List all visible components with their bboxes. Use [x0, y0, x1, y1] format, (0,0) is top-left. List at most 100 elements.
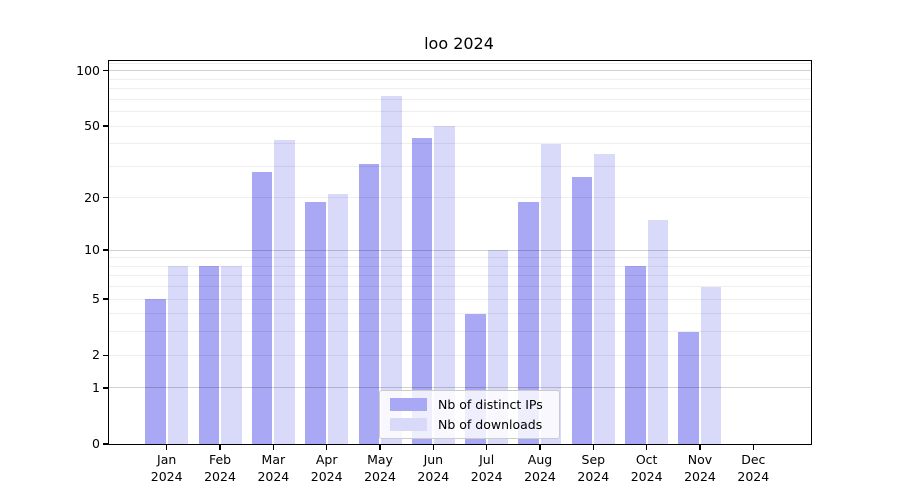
- x-tick-feb: [219, 445, 221, 450]
- x-tick-year: 2024: [364, 468, 396, 484]
- x-tick-month: Sep: [581, 452, 606, 467]
- y-tick-label-5: 5: [92, 291, 100, 307]
- bar-nov-downloads: [700, 286, 722, 444]
- x-tick-mar: [272, 445, 274, 450]
- bar-oct-downloads: [647, 219, 669, 444]
- x-tick-year: 2024: [150, 468, 183, 484]
- x-tick-month: Mar: [261, 452, 286, 467]
- y-tick-label-0: 0: [92, 436, 100, 451]
- y-tick-0: [103, 443, 108, 445]
- x-tick-label-feb: Feb 2024: [188, 452, 252, 485]
- y-tick-label-100: 100: [76, 62, 100, 78]
- y-tick-50: [103, 125, 108, 127]
- gridline-minor-80: [109, 88, 811, 90]
- y-tick-label-1: 1: [92, 379, 100, 395]
- bar-feb-distinct-ips: [198, 266, 220, 444]
- chart-title: loo 2024: [424, 34, 494, 53]
- y-tick-1: [103, 387, 108, 389]
- x-tick-year: 2024: [417, 468, 450, 484]
- bar-oct-distinct-ips: [625, 266, 646, 444]
- y-tick-label-50: 50: [84, 118, 100, 134]
- x-tick-label-jan: Jan 2024: [135, 452, 199, 485]
- legend-swatch-distinct-ips: [390, 398, 427, 411]
- y-tick-label-20: 20: [84, 189, 100, 205]
- x-tick-label-dec: Dec 2024: [721, 452, 785, 485]
- x-tick-label-apr: Apr 2024: [295, 452, 359, 485]
- gridline-minor-70: [109, 98, 811, 100]
- legend: Nb of distinct IPs Nb of downloads: [379, 390, 560, 439]
- bar-apr-downloads: [327, 194, 349, 444]
- gridline-minor-3: [109, 331, 811, 333]
- x-tick-month: Nov: [687, 452, 713, 467]
- gridline-minor-8: [109, 265, 811, 267]
- bar-aug-distinct-ips: [518, 201, 539, 444]
- x-tick-jul: [486, 445, 488, 450]
- bar-aug-downloads: [540, 143, 562, 444]
- bar-sep-downloads: [594, 154, 615, 444]
- x-tick-aug: [539, 445, 541, 450]
- x-tick-oct: [645, 445, 648, 450]
- x-tick-label-mar: Mar 2024: [241, 452, 305, 485]
- legend-swatch-downloads: [390, 418, 427, 431]
- y-tick-100: [103, 70, 108, 72]
- bar-feb-downloads: [221, 266, 242, 444]
- y-tick-label-10: 10: [84, 242, 100, 258]
- x-tick-year: 2024: [204, 468, 236, 484]
- legend-label-downloads: Nb of downloads: [438, 417, 543, 432]
- x-tick-label-may: May 2024: [348, 452, 412, 485]
- x-tick-jun: [432, 445, 434, 450]
- gridline-minor-50: [109, 125, 811, 127]
- bar-jan-downloads: [167, 266, 189, 444]
- bar-may-distinct-ips: [358, 163, 379, 444]
- legend-item-distinct-ips: Nb of distinct IPs: [390, 398, 549, 411]
- x-tick-month: Aug: [527, 452, 553, 467]
- legend-item-downloads: Nb of downloads: [390, 418, 549, 431]
- x-tick-label-sep: Sep 2024: [561, 452, 625, 485]
- bar-nov-distinct-ips: [678, 331, 699, 444]
- legend-label-distinct-ips: Nb of distinct IPs: [438, 397, 543, 412]
- gridline-minor-2: [109, 354, 811, 356]
- x-tick-month: May: [367, 452, 393, 467]
- gridline-major-1: [109, 387, 811, 389]
- x-tick-jan: [166, 445, 168, 450]
- y-tick-2: [103, 354, 108, 356]
- axis-ticks-layer: 0 1 2 5 10 20 50 100 Jan 2024 Feb 2024 Mar 2024 Apr 202…: [76, 61, 811, 483]
- x-tick-label-nov: Nov 2024: [668, 452, 732, 485]
- gridline-minor-40: [109, 143, 811, 145]
- gridline-minor-90: [109, 78, 811, 80]
- gridline-major-100: [109, 70, 811, 72]
- x-tick-year: 2024: [310, 468, 343, 484]
- gridline-minor-110: [109, 62, 811, 64]
- gridline-minor-60: [109, 111, 811, 113]
- y-tick-20: [103, 197, 108, 199]
- x-tick-year: 2024: [630, 468, 663, 484]
- x-tick-year: 2024: [577, 468, 610, 484]
- x-tick-nov: [699, 445, 701, 450]
- gridline-minor-6: [109, 286, 811, 288]
- x-tick-label-oct: Oct 2024: [615, 452, 679, 485]
- x-tick-label-jun: Jun 2024: [401, 452, 465, 485]
- bar-mar-distinct-ips: [251, 171, 273, 444]
- x-tick-month: Jun: [423, 452, 444, 467]
- gridline-minor-7: [109, 275, 811, 277]
- y-tick-label-2: 2: [92, 347, 100, 363]
- bar-mar-downloads: [274, 139, 295, 444]
- x-tick-month: Dec: [741, 452, 766, 467]
- x-tick-month: Feb: [208, 452, 232, 467]
- gridline-minor-20: [109, 197, 811, 199]
- y-tick-10: [103, 249, 108, 251]
- x-tick-month: Apr: [315, 452, 338, 467]
- x-tick-year: 2024: [684, 468, 716, 484]
- x-tick-month: Jul: [479, 452, 495, 467]
- x-tick-year: 2024: [257, 468, 290, 484]
- x-tick-label-aug: Aug 2024: [508, 452, 572, 485]
- plot-area: 0 1 2 5 10 20 50 100 Jan 2024 Feb 2024 Mar 2024 Apr 202…: [76, 60, 812, 484]
- x-tick-dec: [752, 445, 754, 450]
- bar-jun-downloads: [434, 126, 455, 444]
- x-tick-year: 2024: [470, 468, 503, 484]
- x-tick-month: Jan: [157, 452, 177, 467]
- x-tick-may: [379, 445, 381, 450]
- gridline-minor-30: [109, 165, 811, 167]
- bar-sep-distinct-ips: [571, 177, 593, 444]
